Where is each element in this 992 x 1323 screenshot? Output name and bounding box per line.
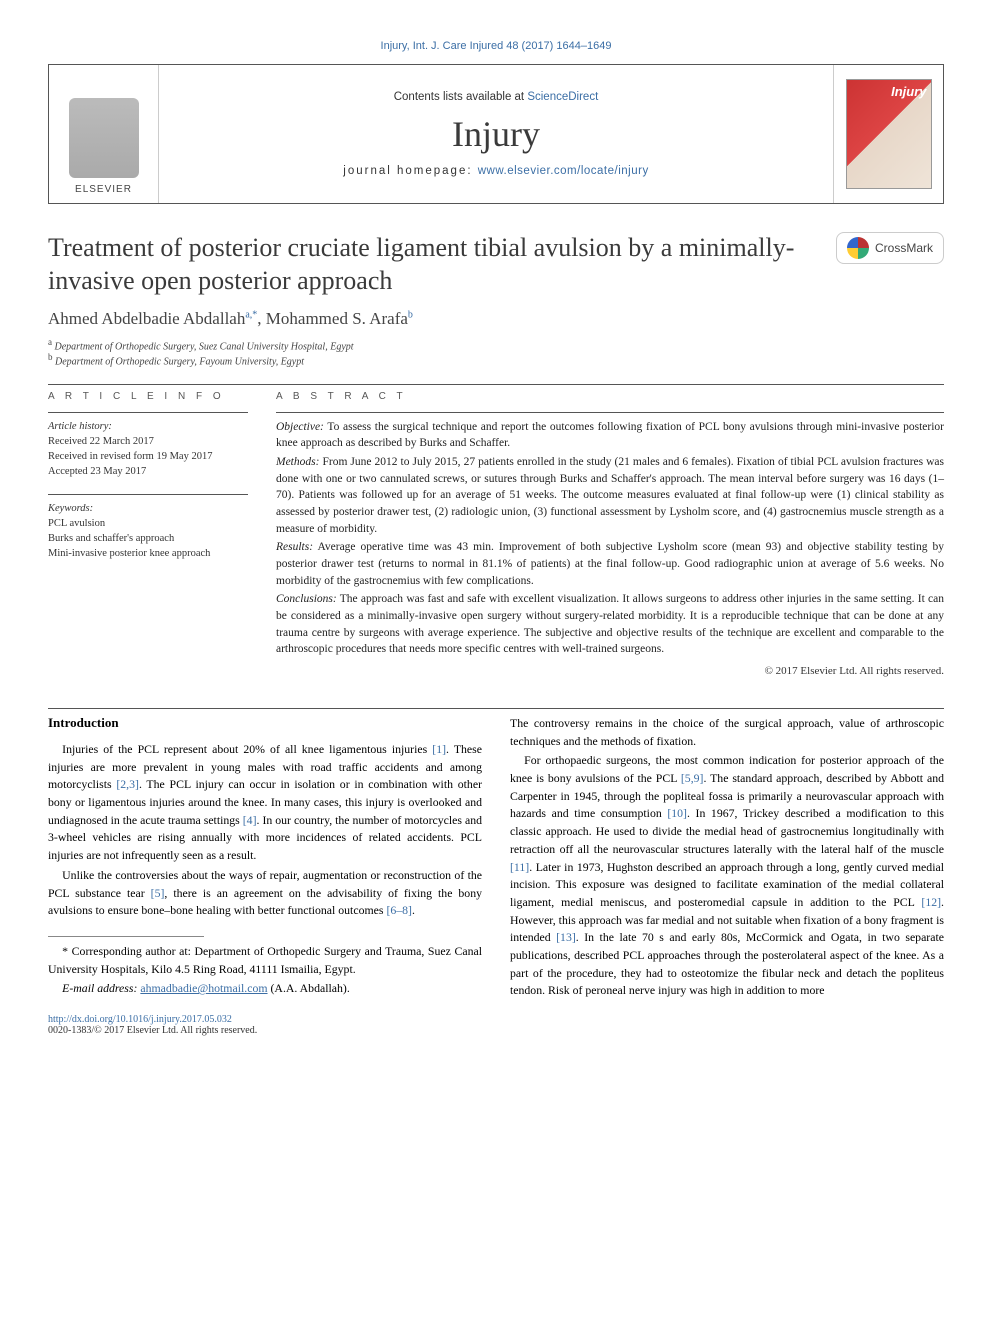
abstract-copyright: © 2017 Elsevier Ltd. All rights reserved… xyxy=(276,664,944,680)
article-title: Treatment of posterior cruciate ligament… xyxy=(48,232,816,297)
article-info-heading: A R T I C L E I N F O xyxy=(48,391,248,402)
ref-13[interactable]: [13] xyxy=(556,930,576,944)
results-text: Average operative time was 43 min. Impro… xyxy=(276,541,944,586)
keyword-2: Burks and schaffer's approach xyxy=(48,531,248,546)
objective-text: To assess the surgical technique and rep… xyxy=(276,421,944,450)
author-2: Mohammed S. Arafa xyxy=(266,309,408,328)
affil-text-b: Department of Orthopedic Surgery, Fayoum… xyxy=(55,357,304,368)
publisher-cell: ELSEVIER xyxy=(49,65,159,203)
abstract-heading: A B S T R A C T xyxy=(276,391,944,402)
body-columns: Introduction Injuries of the PCL represe… xyxy=(48,715,944,1036)
left-column: Introduction Injuries of the PCL represe… xyxy=(48,715,482,1036)
conclusions-label: Conclusions: xyxy=(276,593,337,605)
history-label: Article history: xyxy=(48,419,248,434)
revised-date: Received in revised form 19 May 2017 xyxy=(48,449,248,464)
received-date: Received 22 March 2017 xyxy=(48,434,248,449)
author-2-affil-marker: b xyxy=(408,309,413,320)
crossmark-badge[interactable]: CrossMark xyxy=(836,232,944,264)
article-history-block: Article history: Received 22 March 2017 … xyxy=(48,412,248,480)
conclusions-text: The approach was fast and safe with exce… xyxy=(276,593,944,655)
journal-homepage-line: journal homepage: www.elsevier.com/locat… xyxy=(343,165,648,177)
affil-label-b: b xyxy=(48,352,53,362)
right-column: The controversy remains in the choice of… xyxy=(510,715,944,1036)
crossmark-icon xyxy=(847,237,869,259)
sciencedirect-link[interactable]: ScienceDirect xyxy=(527,91,598,103)
affil-label-a: a xyxy=(48,337,52,347)
corresp-marker: * xyxy=(62,944,68,958)
ref-5-9[interactable]: [5,9] xyxy=(681,771,704,785)
crossmark-label: CrossMark xyxy=(875,241,933,255)
keywords-label: Keywords: xyxy=(48,501,248,516)
email-footnote: E-mail address: ahmadbadie@hotmail.com (… xyxy=(48,980,482,998)
keywords-block: Keywords: PCL avulsion Burks and schaffe… xyxy=(48,494,248,562)
footnote-divider xyxy=(48,936,204,937)
ref-1[interactable]: [1] xyxy=(432,742,446,756)
objective-label: Objective: xyxy=(276,421,324,433)
journal-cover-thumb: Injury xyxy=(846,79,932,189)
divider xyxy=(48,384,944,385)
corresponding-author-note: * Corresponding author at: Department of… xyxy=(48,943,482,978)
author-email-link[interactable]: ahmadbadie@hotmail.com xyxy=(140,981,267,995)
ref-12[interactable]: [12] xyxy=(921,895,941,909)
right-para-1: The controversy remains in the choice of… xyxy=(510,715,944,750)
author-line: Ahmed Abdelbadie Abdallaha,*, Mohammed S… xyxy=(48,309,944,329)
author-1-affil-marker: a,* xyxy=(245,309,257,320)
contents-prefix: Contents lists available at xyxy=(394,91,528,103)
masthead-center: Contents lists available at ScienceDirec… xyxy=(159,65,833,203)
methods-label: Methods: xyxy=(276,456,319,468)
affiliation-a: a Department of Orthopedic Surgery, Suez… xyxy=(48,337,944,352)
results-label: Results: xyxy=(276,541,313,553)
keyword-3: Mini-invasive posterior knee approach xyxy=(48,546,248,561)
abstract-body: Objective: To assess the surgical techni… xyxy=(276,412,944,680)
right-para-2: For orthopaedic surgeons, the most commo… xyxy=(510,752,944,1000)
ref-2-3[interactable]: [2,3] xyxy=(116,777,139,791)
running-head: Injury, Int. J. Care Injured 48 (2017) 1… xyxy=(48,40,944,52)
journal-homepage-link[interactable]: www.elsevier.com/locate/injury xyxy=(478,165,649,177)
accepted-date: Accepted 23 May 2017 xyxy=(48,464,248,479)
email-owner: (A.A. Abdallah). xyxy=(271,981,350,995)
intro-heading: Introduction xyxy=(48,715,482,731)
intro-para-2: Unlike the controversies about the ways … xyxy=(48,867,482,920)
affiliation-b: b Department of Orthopedic Surgery, Fayo… xyxy=(48,352,944,367)
publisher-name: ELSEVIER xyxy=(75,184,132,195)
homepage-prefix: journal homepage: xyxy=(343,165,477,177)
cover-title: Injury xyxy=(891,84,926,99)
ref-10[interactable]: [10] xyxy=(667,806,687,820)
elsevier-tree-icon xyxy=(69,98,139,178)
ref-6-8[interactable]: [6–8] xyxy=(386,903,412,917)
author-1: Ahmed Abdelbadie Abdallah xyxy=(48,309,245,328)
methods-text: From June 2012 to July 2015, 27 patients… xyxy=(276,456,944,535)
intro-para-1: Injuries of the PCL represent about 20% … xyxy=(48,741,482,865)
ref-5[interactable]: [5] xyxy=(151,886,165,900)
contents-available-line: Contents lists available at ScienceDirec… xyxy=(394,91,599,103)
issn-copyright: 0020-1383/© 2017 Elsevier Ltd. All right… xyxy=(48,1025,482,1036)
ref-4[interactable]: [4] xyxy=(243,813,257,827)
journal-name: Injury xyxy=(452,113,540,155)
email-label: E-mail address: xyxy=(62,981,137,995)
ref-11[interactable]: [11] xyxy=(510,860,529,874)
cover-cell: Injury xyxy=(833,65,943,203)
divider xyxy=(48,708,944,709)
affiliations: a Department of Orthopedic Surgery, Suez… xyxy=(48,337,944,368)
journal-masthead: ELSEVIER Contents lists available at Sci… xyxy=(48,64,944,204)
doi-link[interactable]: http://dx.doi.org/10.1016/j.injury.2017.… xyxy=(48,1014,482,1025)
affil-text-a: Department of Orthopedic Surgery, Suez C… xyxy=(55,341,354,352)
corresp-text: Corresponding author at: Department of O… xyxy=(48,944,482,976)
keyword-1: PCL avulsion xyxy=(48,516,248,531)
